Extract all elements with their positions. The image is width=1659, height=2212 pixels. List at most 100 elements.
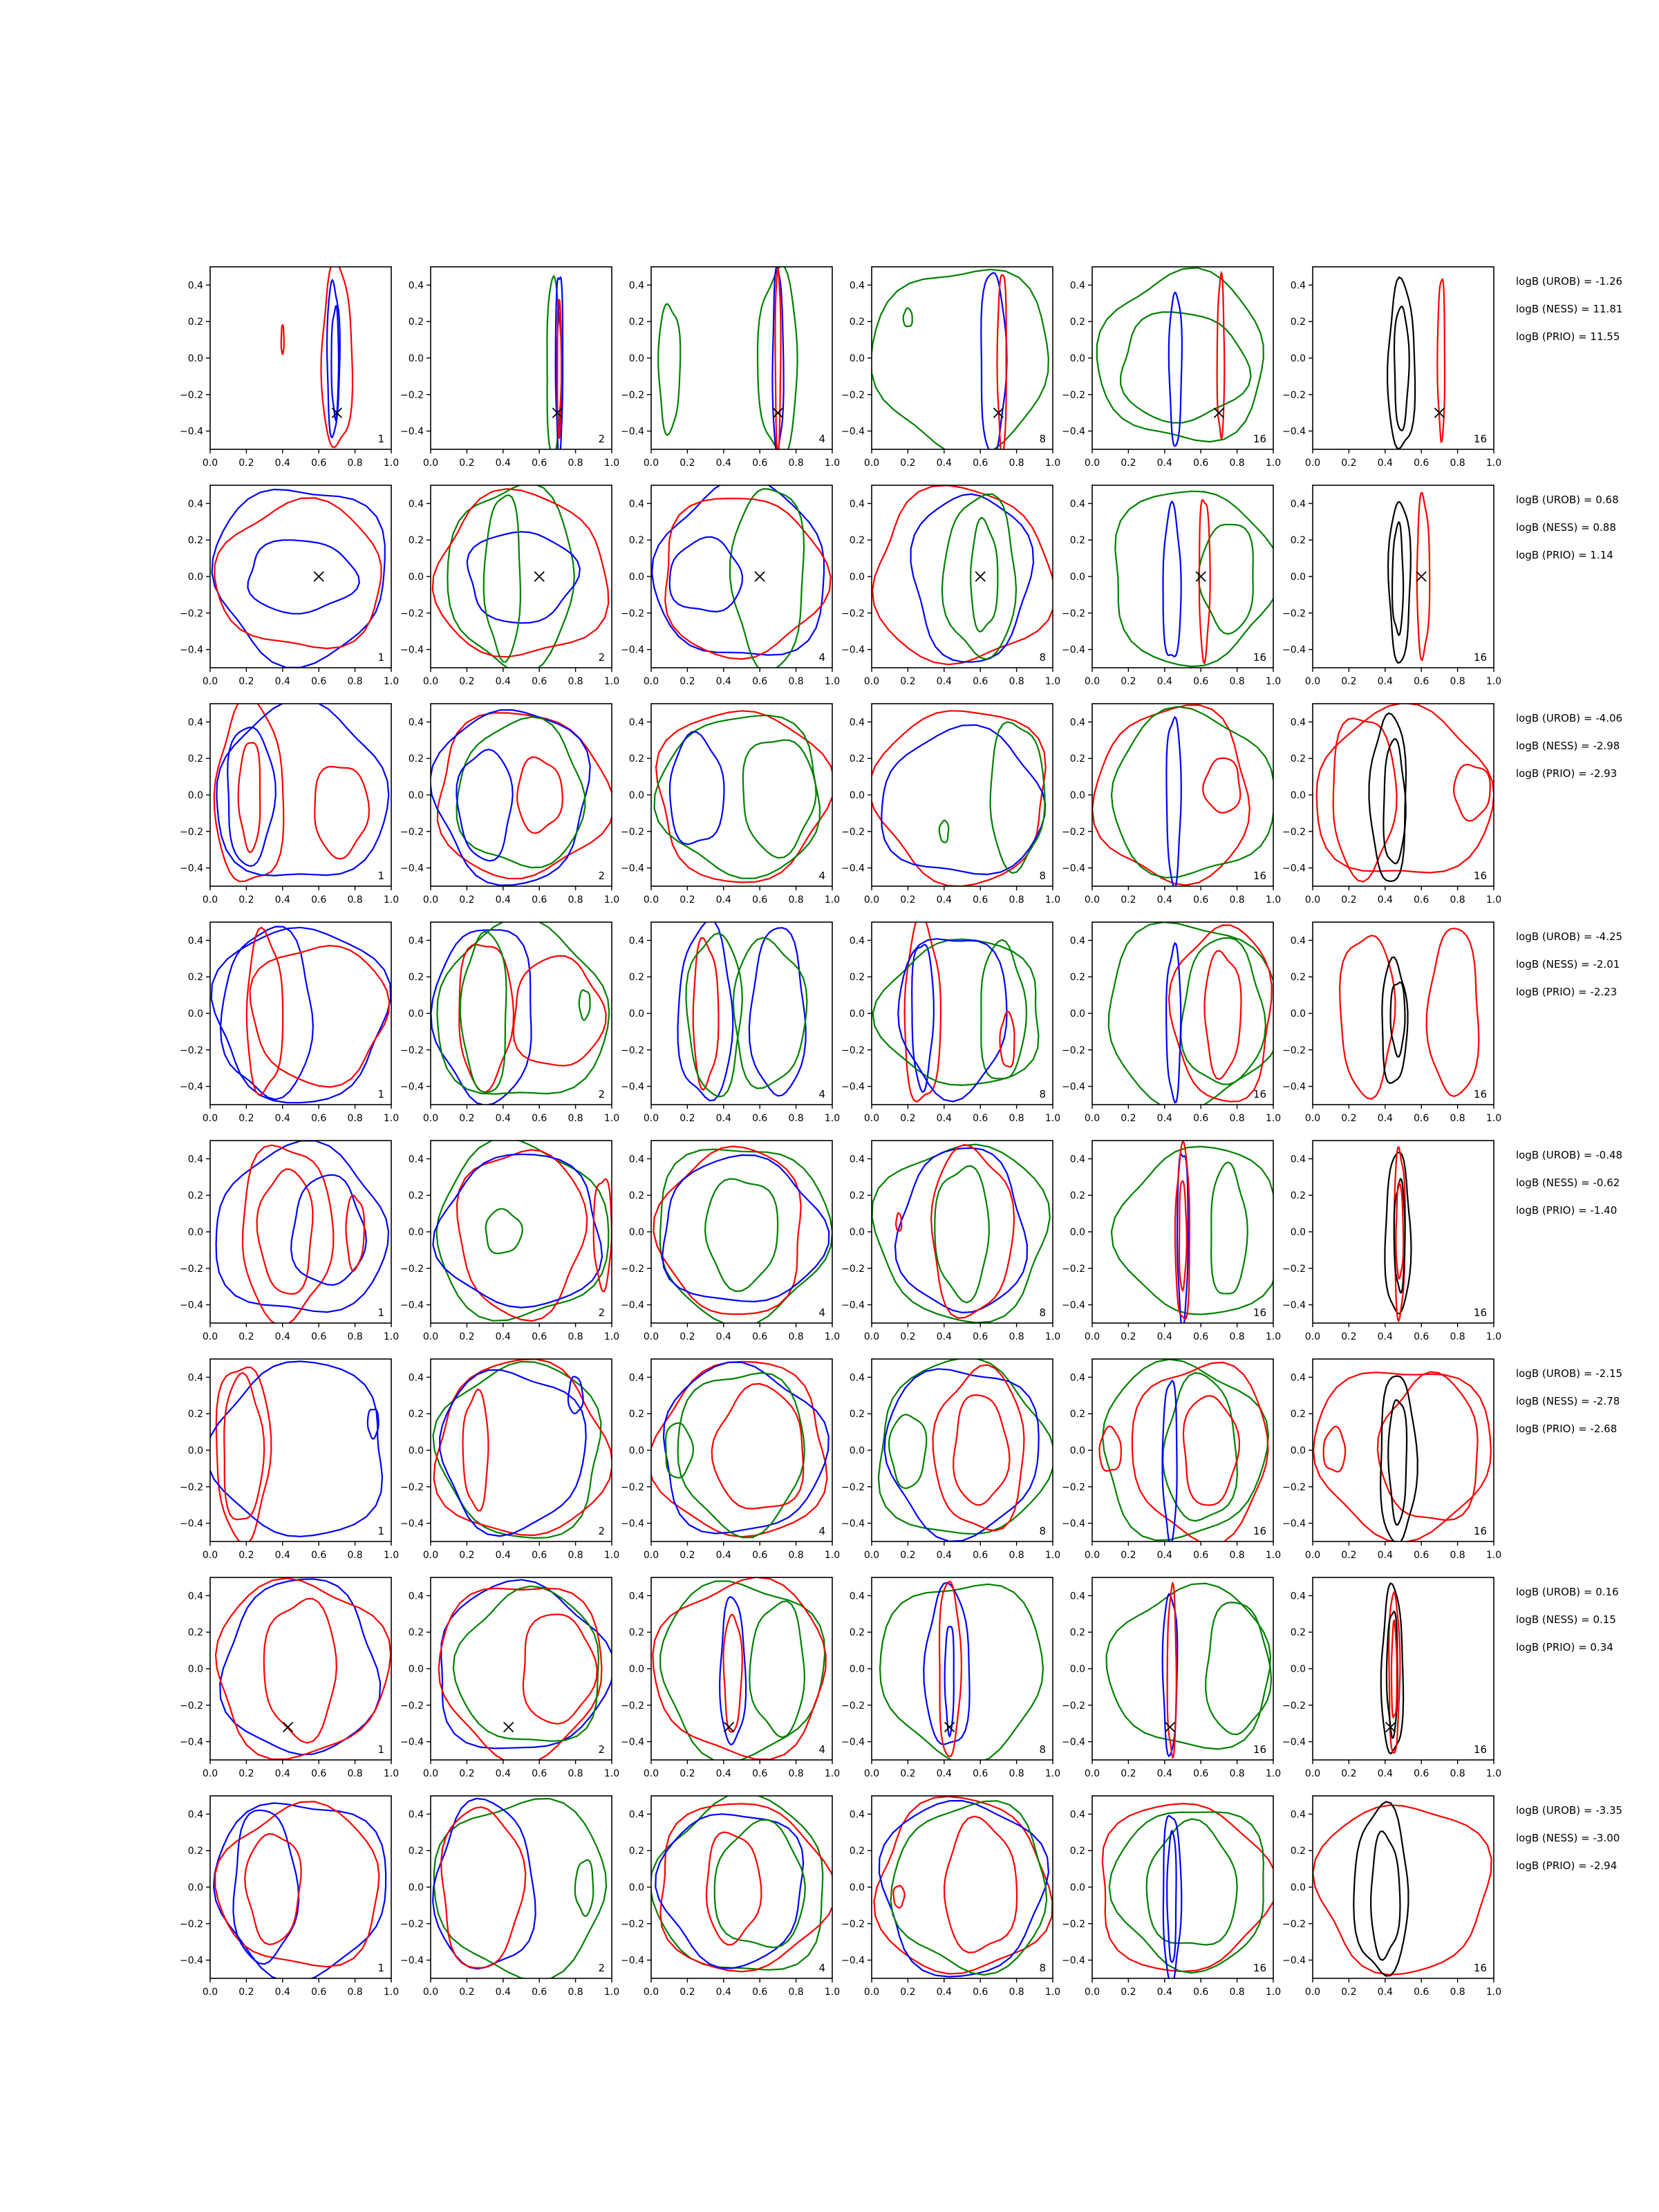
x-tick-label: 0.4 bbox=[937, 1113, 952, 1124]
y-tick-label: −0.2 bbox=[180, 1919, 203, 1930]
y-tick-label: 0.2 bbox=[1291, 972, 1306, 983]
y-tick-label: −0.2 bbox=[400, 1482, 424, 1493]
blue-contour bbox=[440, 1579, 612, 1750]
x-tick-label: 0.0 bbox=[1085, 458, 1100, 469]
x-tick-label: 1.0 bbox=[1045, 1550, 1060, 1561]
x-tick-label: 0.0 bbox=[864, 1113, 879, 1124]
blue-contour bbox=[431, 929, 532, 1105]
x-tick-label: 0.8 bbox=[1009, 458, 1024, 469]
x-tick-label: 0.4 bbox=[496, 1331, 511, 1342]
x-tick-label: 1.0 bbox=[384, 894, 399, 906]
contour-lines bbox=[215, 1141, 390, 1323]
blue-contour bbox=[944, 1625, 955, 1738]
green-contour bbox=[877, 1359, 1053, 1535]
panel-r4-c2: 0.4 0.2 0.0 −0.2 −0.4 0.0 0.2 0.4 0.6 0.8 1.0 2 bbox=[400, 921, 619, 1124]
x-tick-label: 0.4 bbox=[275, 676, 290, 687]
green-contour bbox=[1120, 311, 1252, 424]
panel-r4-c5: 0.4 0.2 0.0 −0.2 −0.4 0.0 0.2 0.4 0.6 0.8 1.0 16 bbox=[1062, 921, 1281, 1124]
x-tick-label: 0.0 bbox=[423, 894, 438, 906]
y-tick-label: 0.0 bbox=[188, 1009, 203, 1020]
x-tick-label: 0.2 bbox=[459, 676, 474, 687]
y-tick-label: 0.0 bbox=[409, 1882, 424, 1893]
x-tick-label: 0.2 bbox=[679, 1768, 695, 1779]
y-tick-label: 0.4 bbox=[629, 1591, 644, 1602]
y-tick-label: −0.2 bbox=[621, 1700, 644, 1712]
axes-frame bbox=[1091, 703, 1274, 887]
red-contour bbox=[462, 1388, 489, 1512]
red-contour bbox=[436, 712, 612, 880]
red-contour bbox=[653, 1145, 802, 1315]
green-contour bbox=[890, 1800, 1048, 1976]
y-tick-label: −0.2 bbox=[621, 827, 644, 838]
red-contour bbox=[1376, 1371, 1479, 1521]
red-contour bbox=[1390, 1619, 1398, 1719]
y-tick-label: 0.0 bbox=[188, 1664, 203, 1675]
truth-marker bbox=[283, 1721, 294, 1733]
y-tick-label: −0.2 bbox=[180, 608, 203, 619]
x-tick-label: 0.8 bbox=[1229, 1331, 1244, 1342]
y-tick-label: 0.0 bbox=[850, 790, 865, 801]
y-tick-label: −0.2 bbox=[1062, 1919, 1085, 1930]
green-contour bbox=[1162, 1371, 1239, 1522]
x-tick-label: 1.0 bbox=[825, 1113, 840, 1124]
red-contour bbox=[440, 1806, 527, 1969]
panel-r8-c6: 0.4 0.2 0.0 −0.2 −0.4 0.0 0.2 0.4 0.6 0.8 1.0 16 bbox=[1282, 1795, 1501, 1998]
x-tick-label: 0.8 bbox=[347, 458, 362, 469]
x-tick-label: 0.6 bbox=[973, 458, 988, 469]
y-tick-label: −0.4 bbox=[621, 1519, 644, 1530]
axes-frame bbox=[209, 1795, 392, 1979]
blue-contour bbox=[718, 1595, 747, 1746]
red-contour bbox=[556, 299, 563, 439]
green-contour bbox=[732, 937, 808, 1089]
truth-marker bbox=[1195, 571, 1206, 582]
axes-frame bbox=[650, 266, 833, 450]
green-contour bbox=[1101, 1359, 1270, 1541]
blue-contour bbox=[894, 1147, 1029, 1314]
blue-contour bbox=[662, 1154, 830, 1303]
y-tick-label: 0.4 bbox=[1070, 1154, 1085, 1165]
green-contour bbox=[934, 1165, 991, 1304]
x-tick-label: 0.6 bbox=[973, 1331, 988, 1342]
logb-value: logB (PRIO) = -2.94 bbox=[1516, 1859, 1617, 1872]
x-tick-label: 0.0 bbox=[1305, 1987, 1320, 1998]
x-tick-label: 1.0 bbox=[384, 676, 399, 687]
panel-label: 1 bbox=[377, 1306, 384, 1319]
panel-r7-c2: 0.4 0.2 0.0 −0.2 −0.4 0.0 0.2 0.4 0.6 0.8 1.0 2 bbox=[400, 1577, 619, 1779]
y-tick-label: −0.2 bbox=[180, 1482, 203, 1493]
green-contour bbox=[677, 1371, 806, 1539]
panel-label: 8 bbox=[1039, 1088, 1046, 1100]
contour-lines bbox=[1092, 704, 1273, 886]
panel-r6-c5: 0.4 0.2 0.0 −0.2 −0.4 0.0 0.2 0.4 0.6 0.8 1.0 16 bbox=[1062, 1358, 1281, 1561]
x-tick-label: 1.0 bbox=[1486, 1550, 1501, 1561]
x-tick-label: 0.6 bbox=[973, 1987, 988, 1998]
x-tick-label: 0.4 bbox=[275, 1113, 290, 1124]
panel-r1-c1: 0.4 0.2 0.0 −0.2 −0.4 0.0 0.2 0.4 0.6 0.8 1.0 1 bbox=[180, 266, 399, 469]
x-tick-label: 0.0 bbox=[644, 1987, 659, 1998]
y-tick-label: 0.2 bbox=[629, 317, 644, 328]
x-tick-label: 0.2 bbox=[238, 1113, 254, 1124]
x-tick-label: 0.0 bbox=[203, 676, 218, 687]
panel-label: 8 bbox=[1039, 1743, 1046, 1756]
x-tick-label: 1.0 bbox=[1486, 1987, 1501, 1998]
x-tick-label: 1.0 bbox=[1486, 458, 1501, 469]
y-tick-label: −0.2 bbox=[400, 1045, 424, 1056]
x-tick-label: 0.8 bbox=[347, 1768, 362, 1779]
contour-lines bbox=[280, 267, 354, 449]
y-tick-label: 0.2 bbox=[850, 1627, 865, 1638]
axes-frame bbox=[209, 266, 392, 450]
black-contour bbox=[1387, 1398, 1408, 1526]
y-tick-label: −0.4 bbox=[841, 1519, 865, 1530]
x-tick-label: 1.0 bbox=[1045, 458, 1060, 469]
contour-lines bbox=[1386, 276, 1446, 449]
y-tick-label: −0.2 bbox=[1062, 1045, 1085, 1056]
logb-value: logB (UROB) = 0.68 bbox=[1516, 494, 1619, 506]
x-tick-label: 0.6 bbox=[1414, 1768, 1429, 1779]
panel-label: 4 bbox=[818, 651, 825, 664]
y-tick-label: −0.2 bbox=[1062, 1700, 1085, 1712]
x-tick-label: 0.4 bbox=[1378, 1768, 1393, 1779]
x-tick-label: 0.6 bbox=[1414, 1113, 1429, 1124]
x-tick-label: 0.4 bbox=[275, 458, 290, 469]
x-tick-label: 0.8 bbox=[568, 1113, 583, 1124]
black-contour bbox=[1379, 1375, 1418, 1541]
x-tick-label: 0.4 bbox=[1157, 1768, 1172, 1779]
